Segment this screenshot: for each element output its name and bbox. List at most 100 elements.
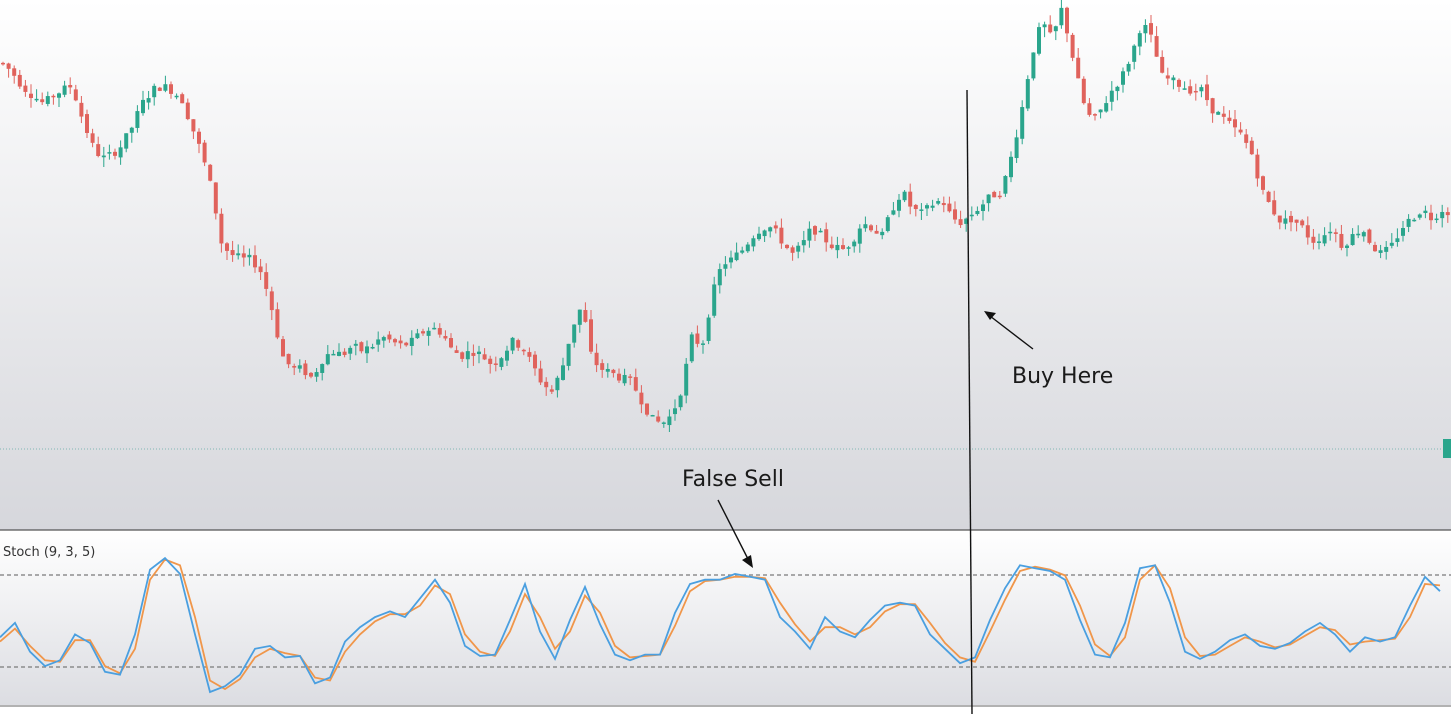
candle-body	[1423, 210, 1428, 214]
candle-body	[723, 264, 728, 269]
candle-body	[404, 342, 409, 346]
candle-body	[1350, 234, 1355, 246]
candle-body	[897, 199, 901, 211]
candle-body	[1417, 214, 1422, 218]
candle-body	[1311, 236, 1316, 243]
candle-body	[975, 210, 980, 215]
candle-body	[1333, 232, 1338, 234]
candle-body	[1025, 79, 1030, 109]
candle-body	[1294, 219, 1299, 223]
candle-body	[387, 334, 392, 340]
candle-body	[1098, 109, 1103, 113]
candle-body	[919, 209, 924, 211]
candle-body	[706, 317, 711, 341]
signal-vertical-line	[966, 89, 973, 714]
candle-body	[801, 240, 806, 246]
candle-body	[1053, 26, 1058, 32]
candle-body	[1373, 244, 1377, 252]
candle-body	[796, 245, 801, 252]
candle-body	[841, 245, 845, 249]
candle-body	[947, 203, 952, 212]
candle-body	[113, 151, 117, 156]
candle-body	[421, 331, 425, 334]
candle-body	[600, 363, 605, 370]
candle-body	[1227, 117, 1232, 121]
candle-body	[415, 333, 420, 339]
candle-body	[617, 373, 621, 381]
candle-body	[157, 87, 162, 91]
candle-body	[174, 95, 179, 98]
candle-body	[1216, 111, 1221, 115]
candle-body	[325, 354, 330, 365]
candle-body	[409, 337, 414, 346]
candle-body	[269, 291, 274, 311]
candle-body	[1440, 211, 1445, 219]
candle-body	[650, 415, 655, 417]
candle-body	[197, 131, 201, 144]
candle-body	[381, 337, 386, 341]
candle-body	[1065, 7, 1069, 34]
candle-body	[835, 244, 840, 251]
candle-body	[163, 84, 168, 91]
candle-body	[309, 372, 313, 377]
candle-body	[118, 147, 123, 158]
candle-body	[471, 352, 476, 356]
candle-body	[863, 224, 868, 229]
candle-body	[779, 227, 784, 244]
candle-body	[1003, 176, 1008, 194]
candle-body	[107, 152, 112, 154]
candle-body	[1104, 103, 1109, 112]
candlestick-series	[1, 0, 1450, 433]
candle-body	[857, 228, 862, 244]
candle-body	[1317, 241, 1321, 243]
stoch-label: Stoch (9, 3, 5)	[3, 545, 95, 560]
candle-body	[818, 230, 823, 233]
candle-body	[695, 333, 700, 344]
candle-body	[57, 93, 61, 98]
candle-body	[913, 204, 918, 210]
candle-body	[712, 284, 717, 316]
candle-body	[17, 74, 22, 87]
candle-body	[572, 324, 577, 343]
candle-body	[773, 225, 778, 229]
candle-body	[460, 352, 465, 359]
candle-body	[320, 364, 325, 373]
candle-body	[717, 269, 722, 286]
candle-body	[129, 127, 134, 133]
candle-body	[1121, 71, 1125, 85]
candle-body	[1048, 24, 1053, 33]
candle-body	[1339, 233, 1344, 248]
candle-body	[1277, 215, 1282, 223]
candle-body	[656, 416, 661, 422]
candle-body	[1126, 63, 1131, 72]
candle-body	[393, 339, 397, 343]
candle-body	[785, 244, 789, 249]
candle-body	[521, 349, 526, 352]
candle-body	[751, 238, 756, 247]
candle-body	[1149, 23, 1153, 35]
candle-body	[499, 358, 504, 367]
candle-body	[230, 250, 235, 256]
candle-body	[538, 368, 543, 383]
candle-body	[807, 228, 812, 241]
candle-body	[891, 210, 896, 215]
candle-body	[1037, 27, 1041, 54]
candle-body	[376, 339, 381, 345]
candle-body	[1171, 77, 1176, 81]
candle-body	[1401, 228, 1405, 236]
candle-body	[1182, 88, 1187, 90]
candle-body	[1042, 24, 1047, 28]
candle-body	[1445, 212, 1450, 216]
candle-body	[465, 351, 470, 360]
candle-body	[1188, 86, 1193, 94]
candle-body	[577, 309, 582, 325]
candle-body	[1076, 57, 1081, 79]
candle-body	[941, 203, 946, 206]
candle-body	[673, 408, 677, 415]
candle-body	[23, 85, 28, 92]
candle-body	[1389, 242, 1394, 246]
candle-body	[292, 365, 297, 368]
candle-body	[566, 343, 571, 366]
candle-body	[1020, 107, 1025, 139]
candle-body	[1193, 90, 1198, 93]
